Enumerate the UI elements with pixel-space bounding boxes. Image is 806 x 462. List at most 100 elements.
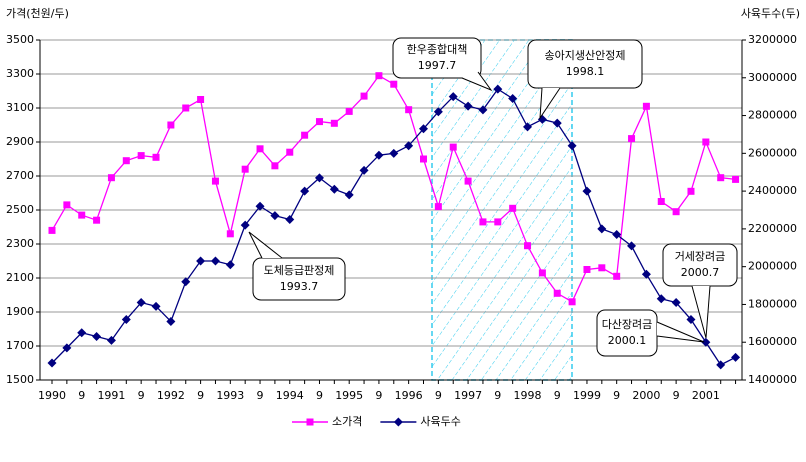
data-point — [732, 175, 740, 183]
data-point — [493, 84, 503, 94]
data-point — [329, 184, 339, 194]
data-point — [106, 335, 116, 345]
data-point — [509, 204, 517, 212]
y-tick-label: 3100 — [6, 101, 34, 114]
data-point — [613, 272, 621, 280]
data-point — [62, 343, 72, 353]
data-point — [315, 118, 323, 126]
data-point — [524, 242, 532, 250]
x-tick-label: 1993 — [216, 389, 244, 402]
data-point — [405, 106, 413, 114]
callout-pointer-edge — [461, 71, 493, 92]
legend-label: 소가격 — [332, 415, 362, 428]
y-tick-label: 1900 — [6, 305, 34, 318]
data-point — [240, 220, 250, 230]
data-point — [671, 298, 681, 308]
callout-text: 도체등급판정제 — [264, 264, 335, 277]
data-point — [151, 301, 161, 311]
data-point — [121, 315, 131, 325]
x-tick-label: 9 — [138, 389, 145, 402]
data-point — [344, 190, 354, 200]
y-tick-label: 1700 — [6, 339, 34, 352]
data-point — [359, 165, 369, 175]
y-tick-label: 2700 — [6, 169, 34, 182]
data-point — [286, 148, 294, 156]
data-point — [641, 269, 651, 279]
x-tick-label: 1990 — [38, 389, 66, 402]
callout-pointer — [692, 286, 710, 338]
x-tick-label: 9 — [494, 389, 501, 402]
x-tick-label: 9 — [316, 389, 323, 402]
callout-text: 한우종합대책 — [407, 43, 468, 56]
callout-text: 송아지생산안정제 — [545, 49, 626, 62]
data-point — [300, 186, 310, 196]
data-point — [627, 241, 637, 251]
data-point — [226, 230, 234, 238]
data-point — [390, 80, 398, 88]
data-point — [47, 358, 57, 368]
data-point — [360, 92, 368, 100]
data-point — [255, 201, 265, 211]
data-point — [508, 94, 518, 104]
y2-tick-label: 2200000 — [748, 222, 797, 235]
x-tick-label: 9 — [197, 389, 204, 402]
x-tick-label: 9 — [673, 389, 680, 402]
legend-marker — [306, 418, 314, 426]
data-point — [48, 226, 56, 234]
data-point — [271, 162, 279, 170]
x-tick-label: 9 — [375, 389, 382, 402]
data-point — [656, 294, 666, 304]
data-point — [478, 105, 488, 115]
data-point — [583, 266, 591, 273]
x-tick-label: 1992 — [157, 389, 185, 402]
data-point — [152, 153, 160, 161]
data-point — [612, 230, 622, 240]
x-tick-label: 1991 — [97, 389, 125, 402]
data-point — [92, 332, 102, 342]
data-point — [166, 316, 176, 326]
x-tick-label: 1996 — [395, 389, 423, 402]
data-point — [196, 256, 206, 266]
y2-tick-label: 1400000 — [748, 373, 797, 386]
x-tick-label: 9 — [435, 389, 442, 402]
data-point — [434, 203, 442, 211]
callout-text: 2000.1 — [608, 334, 647, 347]
data-point — [687, 187, 695, 195]
data-point — [420, 155, 427, 163]
legend-marker — [393, 417, 403, 427]
data-point — [552, 118, 562, 128]
data-point — [657, 198, 665, 205]
data-point — [93, 216, 101, 224]
data-point — [256, 145, 264, 153]
data-point — [375, 72, 383, 80]
data-point — [686, 315, 696, 325]
data-point — [701, 337, 711, 347]
data-point — [479, 218, 487, 226]
data-point — [597, 224, 607, 234]
y2-axis-title: 사육두수(두) — [741, 7, 800, 20]
data-point — [211, 177, 219, 185]
data-point — [182, 104, 190, 112]
y2-tick-label: 1800000 — [748, 297, 797, 310]
data-point — [345, 107, 353, 115]
data-point — [553, 289, 561, 297]
y2-tick-label: 3200000 — [748, 33, 797, 46]
x-tick-label: 9 — [554, 389, 561, 402]
y-tick-label: 3500 — [6, 33, 34, 46]
data-point — [702, 138, 710, 146]
data-point — [374, 150, 384, 160]
callout-text: 1997.7 — [418, 59, 457, 72]
data-point — [463, 101, 473, 111]
x-tick-label: 1995 — [335, 389, 363, 402]
data-point — [642, 102, 650, 110]
data-point — [523, 122, 533, 132]
callout-text: 다산장려금 — [602, 318, 653, 331]
data-point — [63, 201, 71, 209]
y2-tick-label: 2800000 — [748, 109, 797, 122]
data-point — [241, 165, 249, 173]
data-point — [210, 256, 220, 266]
series-line — [51, 74, 736, 303]
data-point — [197, 96, 205, 103]
x-tick-label: 9 — [257, 389, 264, 402]
